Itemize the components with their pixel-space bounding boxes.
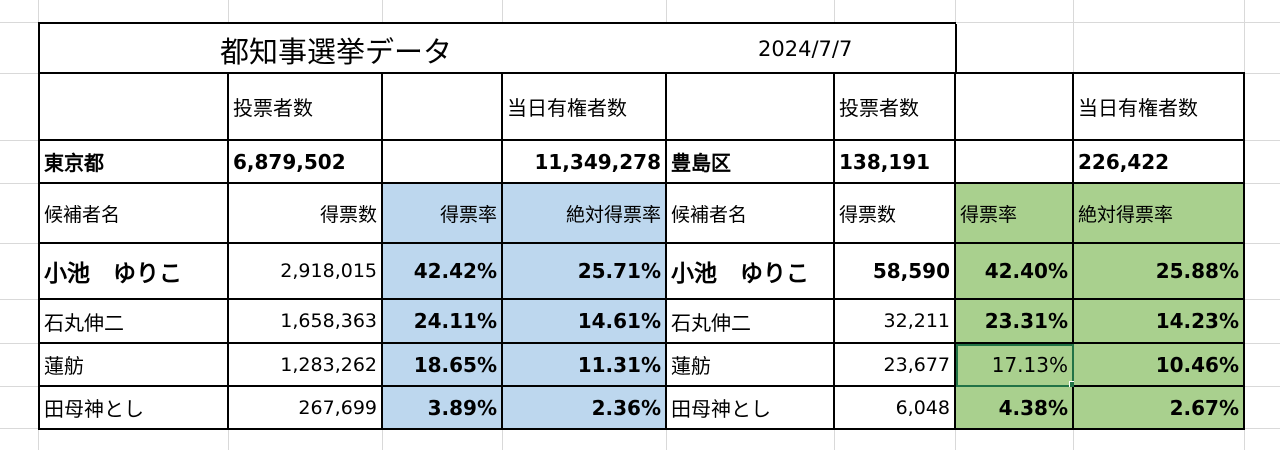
column-header-votes[interactable]: 得票数 (835, 184, 956, 244)
ward-abs-rate-cell[interactable]: 2.67% (1074, 387, 1245, 430)
ward-eligible-label[interactable]: 当日有権者数 (1074, 74, 1245, 141)
column-header-abs-rate[interactable]: 絶対得票率 (1074, 184, 1245, 244)
ward-votes-cell[interactable]: 32,211 (835, 300, 956, 344)
candidate-name[interactable]: 蓮舫 (40, 344, 229, 387)
column-header-rate[interactable]: 得票率 (383, 184, 503, 244)
ward-eligible-value[interactable]: 226,422 (1074, 141, 1245, 184)
candidate-name[interactable]: 小池 ゆりこ (40, 244, 229, 300)
header-empty-cell[interactable] (383, 74, 503, 141)
election-date: 2024/7/7 (758, 37, 853, 61)
tokyo-abs-rate-cell[interactable]: 11.31% (503, 344, 667, 387)
tokyo-label[interactable]: 東京都 (40, 141, 229, 184)
candidate-name[interactable]: 田母神とし (667, 387, 835, 430)
ward-abs-rate-cell[interactable]: 25.88% (1074, 244, 1245, 300)
tokyo-eligible-value[interactable]: 11,349,278 (503, 141, 667, 184)
tokyo-voters-value[interactable]: 6,879,502 (229, 141, 383, 184)
header-empty-cell[interactable] (956, 74, 1074, 141)
tokyo-rate-cell[interactable]: 3.89% (383, 387, 503, 430)
column-header-abs-rate[interactable]: 絶対得票率 (503, 184, 667, 244)
ward-votes-cell[interactable]: 6,048 (835, 387, 956, 430)
ward-voters-label[interactable]: 投票者数 (835, 74, 956, 141)
tokyo-rate-cell[interactable]: 24.11% (383, 300, 503, 344)
ward-rate-cell[interactable]: 4.38% (956, 387, 1074, 430)
ward-rate-cell[interactable]: 42.40% (956, 244, 1074, 300)
ward-rate-cell-selected[interactable]: 17.13% (956, 344, 1074, 387)
candidate-name[interactable]: 石丸伸二 (40, 300, 229, 344)
tokyo-voters-label[interactable]: 投票者数 (229, 74, 383, 141)
candidate-name[interactable]: 田母神とし (40, 387, 229, 430)
tokyo-abs-rate-cell[interactable]: 2.36% (503, 387, 667, 430)
candidate-name[interactable]: 石丸伸二 (667, 300, 835, 344)
tokyo-rate-cell[interactable]: 42.42% (383, 244, 503, 300)
candidate-name[interactable]: 小池 ゆりこ (667, 244, 835, 300)
ward-rate-cell[interactable]: 23.31% (956, 300, 1074, 344)
ward-abs-rate-cell[interactable]: 10.46% (1074, 344, 1245, 387)
ward-votes-cell[interactable]: 23,677 (835, 344, 956, 387)
tokyo-votes-cell[interactable]: 267,699 (229, 387, 383, 430)
tokyo-eligible-label[interactable]: 当日有権者数 (503, 74, 667, 141)
header-blank-cell[interactable] (40, 74, 229, 141)
tokyo-abs-rate-cell[interactable]: 25.71% (503, 244, 667, 300)
candidate-name[interactable]: 蓮舫 (667, 344, 835, 387)
totals-empty-cell[interactable] (956, 141, 1074, 184)
tokyo-votes-cell[interactable]: 1,283,262 (229, 344, 383, 387)
ward-abs-rate-cell[interactable]: 14.23% (1074, 300, 1245, 344)
column-header-candidate[interactable]: 候補者名 (667, 184, 835, 244)
title-cell[interactable]: 都知事選挙データ 2024/7/7 (40, 24, 957, 74)
header-empty-cell[interactable] (667, 74, 835, 141)
tokyo-votes-cell[interactable]: 1,658,363 (229, 300, 383, 344)
ward-votes-cell[interactable]: 58,590 (835, 244, 956, 300)
tokyo-rate-cell[interactable]: 18.65% (383, 344, 503, 387)
tokyo-votes-cell[interactable]: 2,918,015 (229, 244, 383, 300)
ward-voters-value[interactable]: 138,191 (835, 141, 956, 184)
column-header-candidate[interactable]: 候補者名 (40, 184, 229, 244)
totals-empty-cell[interactable] (383, 141, 503, 184)
table-title: 都知事選挙データ (220, 35, 453, 69)
ward-label[interactable]: 豊島区 (667, 141, 835, 184)
tokyo-abs-rate-cell[interactable]: 14.61% (503, 300, 667, 344)
column-header-votes[interactable]: 得票数 (229, 184, 383, 244)
column-header-rate[interactable]: 得票率 (956, 184, 1074, 244)
